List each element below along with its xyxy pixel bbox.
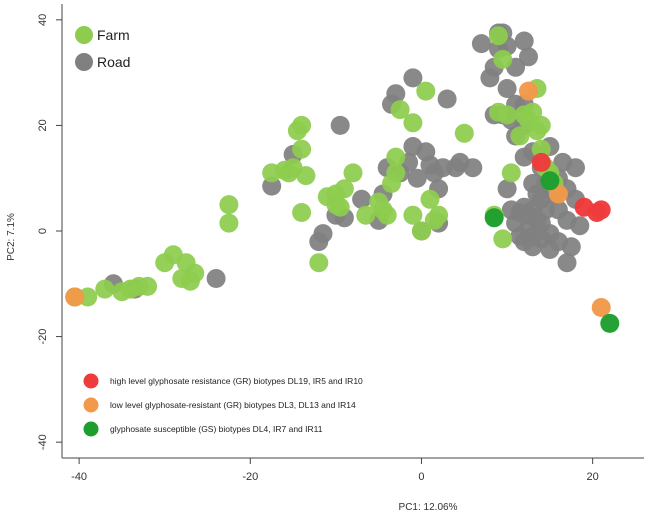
data-point [429,205,449,225]
series-2 [531,152,611,222]
data-point [557,253,577,273]
data-point [591,298,611,317]
data-point [493,229,513,249]
data-point [519,47,538,67]
data-point [540,171,560,191]
legend-marker [75,26,93,44]
x-axis-title: PC1: 12.06% [399,502,458,513]
data-point [185,263,205,283]
data-point [352,189,372,209]
data-point [531,152,551,172]
data-point [219,213,239,233]
y-axis-title: PC2: 7.1% [6,213,17,261]
data-point [292,115,312,135]
data-point [501,163,521,183]
data-point [309,253,329,273]
data-point [416,81,436,101]
x-tick-label: -20 [242,471,258,483]
data-point [356,205,376,225]
data-point [330,197,350,217]
series-4 [484,171,620,333]
data-point [561,237,581,257]
legend-label: glyphosate susceptible (GS) biotypes DL4… [110,424,323,434]
data-point [566,158,585,178]
data-point [531,139,551,159]
data-point [591,200,611,220]
data-point [296,166,316,186]
data-point [403,205,423,225]
legend-marker [83,373,99,389]
data-point [519,81,538,101]
data-point [420,189,440,209]
legend-marker [83,421,99,437]
data-point [484,208,504,228]
data-point [206,269,226,288]
y-tick-label: -20 [37,329,49,345]
y-tick-label: -40 [37,434,49,450]
legend-biotypes: high level glyphosate resistance (GR) bi… [83,373,363,437]
data-point [531,115,551,135]
data-point [471,34,491,54]
data-point [95,279,115,299]
y-tick-label: 40 [37,14,49,26]
data-point [65,287,85,307]
data-point [489,26,508,46]
data-point [570,216,590,236]
legend-marker [83,397,99,413]
legend-label: Road [97,54,130,70]
data-point [390,100,410,120]
data-point [600,313,620,333]
data-point [463,158,483,178]
data-point [493,49,513,69]
data-point [138,276,158,296]
legend-label: high level glyphosate resistance (GR) bi… [110,376,363,386]
data-point [497,105,517,125]
series-3 [65,81,611,317]
data-point [377,205,397,225]
data-point [343,163,363,183]
data-point [386,147,406,167]
data-point [219,195,239,215]
data-point [412,221,431,241]
data-point [386,84,406,104]
legend-marker [75,53,93,71]
data-point [292,203,312,222]
data-point [454,123,474,143]
data-point [497,179,517,199]
data-point [334,179,354,199]
legend-label: Farm [97,27,130,43]
x-tick-label: -40 [71,471,87,483]
data-points [65,23,620,333]
data-point [292,139,312,159]
x-tick-label: 0 [418,471,424,483]
data-point [497,79,517,98]
data-point [407,168,427,188]
axes: PC1: 12.06% PC2: 7.1% -40 -20 0 20 -40 -20 0 20… [6,4,644,513]
data-point [514,31,534,51]
data-point [313,224,333,244]
data-point [386,163,406,183]
data-point [403,113,423,133]
legend-farm-road: Farm Road [75,26,130,71]
data-point [510,126,530,146]
x-tick-label: 20 [587,471,599,483]
data-point [330,115,350,135]
data-point [437,89,457,109]
y-tick-label: 20 [37,119,49,131]
y-tick-label: 0 [37,228,49,234]
data-point [262,176,282,196]
legend-label: low level glyphosate-resistant (GR) biot… [110,400,356,410]
data-point [403,68,423,88]
